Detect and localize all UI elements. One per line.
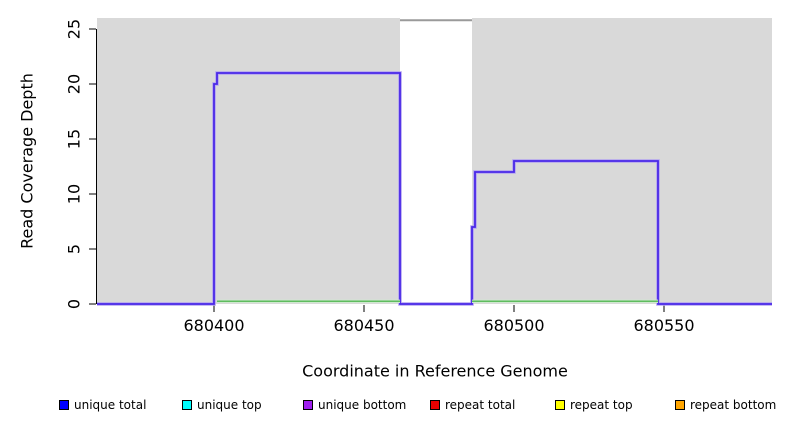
y-tick-label: 0 (65, 299, 84, 309)
legend-item-repeat-top: repeat top (555, 398, 633, 412)
legend-label: unique bottom (318, 398, 407, 412)
legend-swatch-icon (182, 400, 192, 410)
region-band-repeat (400, 18, 472, 304)
legend-label: repeat total (445, 398, 516, 412)
legend-label: repeat bottom (690, 398, 777, 412)
y-tick-label: 25 (65, 19, 84, 39)
legend-swatch-icon (555, 400, 565, 410)
legend-swatch-icon (59, 400, 69, 410)
legend-item-unique-bottom: unique bottom (303, 398, 406, 412)
legend-label: repeat top (570, 398, 633, 412)
legend-swatch-icon (303, 400, 313, 410)
x-tick-label: 680450 (333, 316, 394, 335)
y-tick-label: 5 (65, 244, 84, 254)
legend-label: unique total (74, 398, 147, 412)
legend-label: unique top (197, 398, 262, 412)
region-band-unique (97, 18, 400, 304)
unique-coverage-step-line (97, 72, 772, 305)
y-tick-label: 20 (65, 74, 84, 94)
legend-item-repeat-total: repeat total (430, 398, 515, 412)
legend-item-unique-total: unique total (59, 398, 146, 412)
y-tick-label: 15 (65, 129, 84, 149)
x-tick-label: 680400 (183, 316, 244, 335)
x-tick-label: 680550 (633, 316, 694, 335)
legend-item-repeat-bottom: repeat bottom (675, 398, 776, 412)
legend-item-unique-top: unique top (182, 398, 262, 412)
legend-swatch-icon (675, 400, 685, 410)
legend-swatch-icon (430, 400, 440, 410)
x-tick-label: 680500 (483, 316, 544, 335)
y-axis-title: Read Coverage Depth (17, 73, 37, 249)
x-axis-title: Coordinate in Reference Genome (302, 361, 568, 381)
y-tick-label: 10 (65, 184, 84, 204)
